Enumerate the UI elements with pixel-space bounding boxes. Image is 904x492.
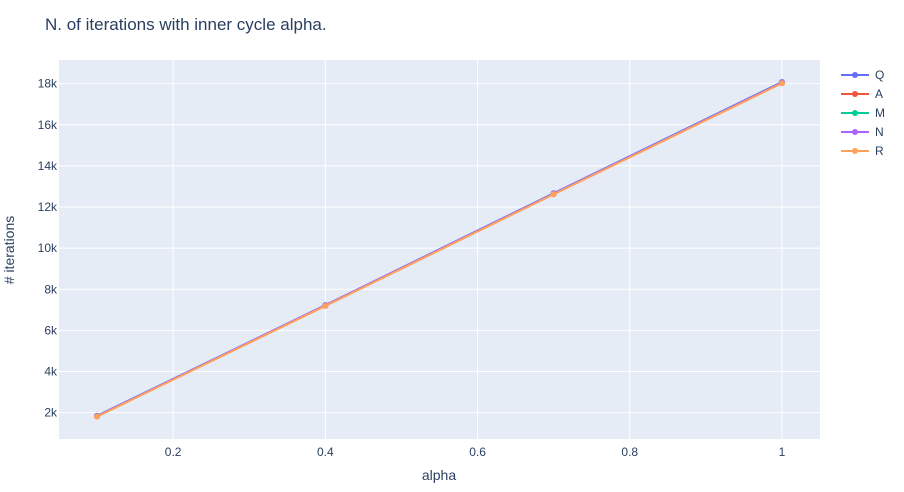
data-point <box>94 413 101 420</box>
y-tick-label: 8k <box>44 282 58 296</box>
legend-label: Q <box>875 68 884 82</box>
x-axis-ticks: 0.2 0.4 0.6 0.8 1 <box>165 445 786 459</box>
legend-label: R <box>875 144 884 158</box>
legend-item-N[interactable]: N <box>841 125 884 139</box>
x-tick-label: 0.4 <box>317 445 334 459</box>
legend-swatch-marker <box>852 129 858 135</box>
x-tick-label: 1 <box>779 445 786 459</box>
y-axis-ticks: 2k 4k 6k 8k 10k 12k 14k 16k 18k <box>38 77 58 420</box>
data-point <box>322 302 329 309</box>
legend-label: M <box>875 106 885 120</box>
legend-item-Q[interactable]: Q <box>841 68 884 82</box>
y-tick-label: 14k <box>38 159 58 173</box>
y-tick-label: 4k <box>44 365 58 379</box>
series-layer <box>94 79 785 420</box>
legend-item-R[interactable]: R <box>841 144 884 158</box>
x-tick-label: 0.8 <box>621 445 638 459</box>
series-line <box>96 82 783 418</box>
data-point <box>550 191 557 198</box>
chart-title: N. of iterations with inner cycle alpha. <box>45 15 327 34</box>
y-tick-label: 18k <box>38 77 58 91</box>
legend-swatch-marker <box>852 110 858 116</box>
series-R <box>94 80 785 420</box>
legend-label: N <box>875 125 884 139</box>
y-tick-label: 10k <box>38 241 58 255</box>
legend-item-A[interactable]: A <box>841 87 883 101</box>
data-point <box>778 80 785 87</box>
y-tick-label: 12k <box>38 200 58 214</box>
x-tick-label: 0.2 <box>165 445 182 459</box>
legend-swatch-marker <box>852 148 858 154</box>
grid-lines <box>59 60 820 439</box>
y-tick-label: 16k <box>38 118 58 132</box>
legend-swatch-marker <box>852 72 858 78</box>
legend-item-M[interactable]: M <box>841 106 885 120</box>
legend-label: A <box>875 87 883 101</box>
x-axis-label: alpha <box>422 467 456 483</box>
x-tick-label: 0.6 <box>469 445 486 459</box>
y-tick-label: 2k <box>44 406 58 420</box>
legend-swatch-marker <box>852 91 858 97</box>
y-axis-label: # iterations <box>1 216 17 284</box>
y-tick-label: 6k <box>44 323 58 337</box>
